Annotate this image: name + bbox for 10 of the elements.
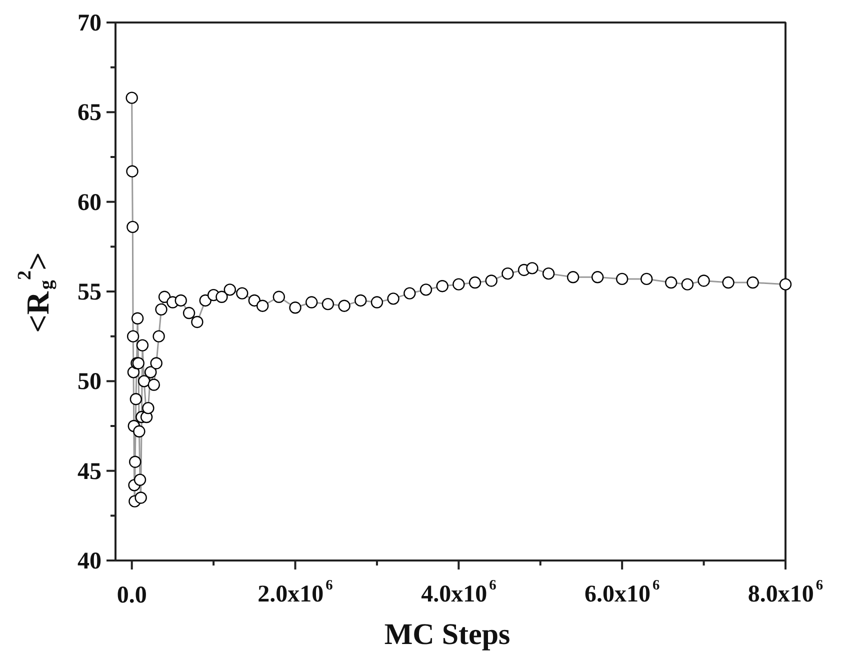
y-axis-title: <Rg2> (14, 252, 57, 333)
y-tick-label: 70 (78, 10, 102, 36)
x-tick-label: 0.0 (116, 582, 147, 608)
y-tick-label: 50 (78, 369, 102, 396)
y-tick-label: 60 (78, 190, 102, 216)
y-tick-label: 55 (78, 280, 102, 306)
y-tick-label: 65 (78, 100, 102, 126)
y-tick-label: 45 (78, 458, 102, 485)
y-tick-label: 40 (78, 548, 102, 574)
x-axis-title: MC Steps (384, 618, 510, 651)
